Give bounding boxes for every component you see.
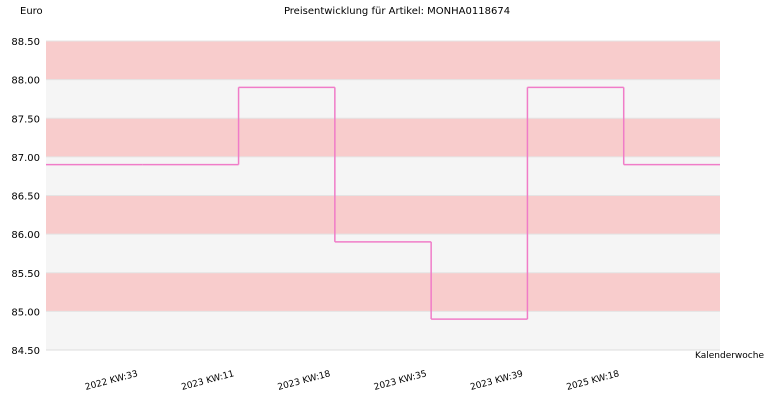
band [46, 79, 720, 119]
y-tick-label: 88.50 [11, 37, 40, 48]
band [46, 41, 720, 80]
band [46, 118, 720, 157]
x-axis-label: Kalenderwoche [695, 351, 764, 361]
x-tick-label: 2023 KW:11 [180, 369, 235, 393]
y-tick-label: 87.50 [11, 114, 40, 125]
x-tick-label: 2023 KW:39 [469, 369, 524, 393]
y-tick-label: 86.50 [11, 192, 40, 203]
band [46, 156, 720, 196]
band [46, 272, 720, 312]
chart-title: Preisentwicklung für Artikel: MONHA01186… [284, 6, 510, 17]
y-tick-label: 87.00 [11, 153, 40, 164]
y-tick-label: 88.00 [11, 76, 40, 87]
band [46, 234, 720, 273]
y-tick-label: 85.00 [11, 307, 40, 318]
y-axis-label: Euro [20, 6, 43, 17]
x-tick-label: 2023 KW:18 [277, 369, 332, 393]
x-tick-label: 2022 KW:33 [84, 369, 139, 393]
x-tick-label: 2025 KW:18 [566, 369, 621, 393]
y-tick-label: 86.00 [11, 230, 40, 241]
x-tick-label: 2023 KW:35 [373, 369, 428, 393]
band [46, 195, 720, 235]
y-tick-label: 85.50 [11, 269, 40, 280]
band [46, 311, 720, 350]
y-tick-label: 84.50 [11, 346, 40, 357]
